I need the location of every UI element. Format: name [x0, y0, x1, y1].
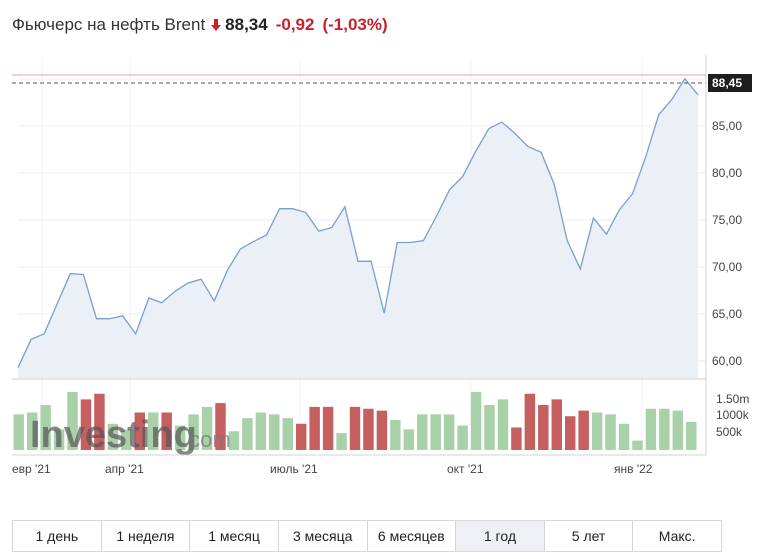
volume-bar [80, 399, 92, 450]
volume-bar [53, 429, 65, 450]
x-tick-label: апр '21 [105, 462, 144, 476]
volume-bar [470, 391, 482, 450]
current-price-label: 88,45 [712, 76, 742, 90]
volume-bar [67, 391, 78, 450]
volume-bar [107, 423, 119, 450]
volume-bar [26, 412, 38, 450]
instrument-header: Фьючерс на нефть Brent 88,34 -0,92 (-1,0… [12, 12, 388, 38]
period-tab-6-months[interactable]: 6 месяцев [367, 521, 457, 551]
period-tab-5-years[interactable]: 5 лет [544, 521, 634, 551]
y-tick-label: 60,00 [712, 354, 742, 368]
price-area [18, 78, 698, 379]
down-arrow-icon [211, 19, 222, 31]
volume-bar [618, 423, 630, 450]
volume-bar [524, 393, 536, 450]
volume-bar [13, 414, 24, 450]
volume-bar [94, 393, 105, 450]
y-tick-label: 65,00 [712, 307, 742, 321]
volume-bar [390, 420, 401, 450]
volume-bar [188, 414, 199, 450]
investing-watermark: Investing [30, 414, 197, 456]
volume-bar [686, 421, 697, 450]
volume-bar [511, 427, 522, 450]
y-tick-label: 75,00 [712, 213, 742, 227]
volume-bar [134, 412, 146, 450]
volume-bar [148, 412, 159, 450]
y-tick-label: 70,00 [712, 260, 742, 274]
volume-bar [349, 406, 361, 450]
period-selector: 1 день 1 неделя 1 месяц 3 месяца 6 месяц… [12, 520, 722, 552]
volume-bar [443, 414, 455, 450]
volume-bar [40, 405, 51, 450]
volume-bar [269, 414, 280, 450]
volume-bar [228, 431, 240, 450]
volume-bar [497, 399, 509, 450]
period-tab-1-month[interactable]: 1 месяц [190, 521, 279, 551]
volume-bar [336, 433, 347, 450]
price-change: -0,92 [275, 15, 315, 34]
y-tick-label: 80,00 [712, 166, 742, 180]
volume-bar [417, 414, 428, 450]
volume-bar [457, 425, 468, 450]
volume-bar [255, 412, 267, 450]
period-tab-1-year[interactable]: 1 год [456, 521, 545, 551]
period-tab-max[interactable]: Макс. [633, 521, 721, 551]
volume-bar [376, 410, 388, 450]
volume-bar [242, 418, 253, 450]
instrument-title: Фьючерс на нефть Brent [12, 15, 206, 34]
volume-bar [578, 410, 589, 450]
period-tab-1-week[interactable]: 1 неделя [101, 521, 191, 551]
volume-tick-label: 1.50m [716, 392, 749, 406]
volume-bar [591, 412, 603, 450]
volume-tick-label: 500k [716, 425, 743, 439]
volume-bar [121, 429, 132, 450]
volume-bar [295, 423, 307, 450]
volume-bar [322, 406, 334, 450]
volume-bar [215, 403, 226, 450]
x-tick-label: окт '21 [447, 462, 484, 476]
volume-bar [430, 414, 441, 450]
volume-bar [174, 425, 186, 450]
last-price: 88,34 [225, 15, 268, 34]
volume-bar [632, 440, 643, 450]
volume-bar [538, 405, 549, 450]
volume-bar [645, 408, 657, 450]
volume-bar [363, 408, 374, 450]
current-price-label-box [708, 74, 752, 92]
volume-bar [605, 414, 616, 450]
y-tick-label: 85,00 [712, 119, 742, 133]
investing-watermark-suffix: .com [183, 427, 231, 452]
volume-bar [201, 406, 213, 450]
x-tick-label: янв '22 [614, 462, 653, 476]
x-tick-label: евр '21 [12, 462, 51, 476]
volume-bar [564, 416, 576, 450]
volume-bar [309, 406, 320, 450]
price-line [17, 77, 699, 368]
period-tab-3-months[interactable]: 3 месяца [278, 521, 368, 551]
volume-bar [403, 429, 415, 450]
volume-bar [161, 412, 172, 450]
price-chart[interactable]: Investing.com90,0085,0080,0075,0070,0065… [0, 0, 771, 515]
volume-tick-label: 1000k [716, 408, 750, 422]
price-change-percent: (-1,03%) [322, 15, 388, 34]
volume-bar [484, 405, 495, 450]
volume-bar [551, 399, 562, 450]
volume-bar [659, 408, 670, 450]
x-tick-label: июль '21 [270, 462, 318, 476]
period-tab-1-day[interactable]: 1 день [13, 521, 102, 551]
volume-bar [672, 410, 684, 450]
volume-bar [282, 418, 293, 450]
